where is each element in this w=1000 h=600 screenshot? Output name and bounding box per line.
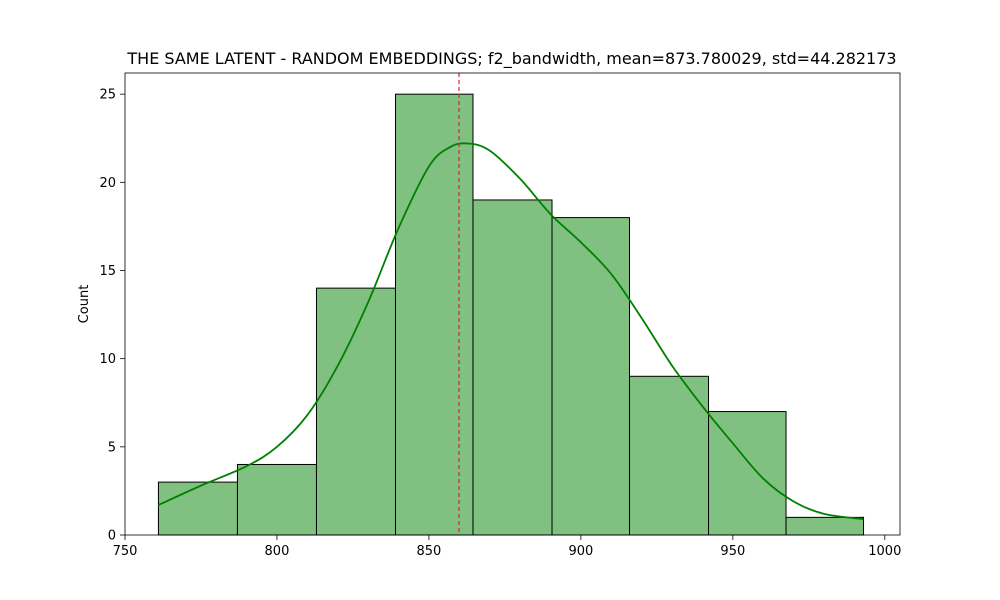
bars-group — [158, 94, 863, 535]
histogram-bar — [158, 482, 237, 535]
histogram-bar — [316, 288, 395, 535]
y-tick-label: 25 — [99, 88, 116, 103]
histogram-bar — [709, 412, 787, 535]
x-tick-label: 1000 — [868, 544, 901, 559]
y-tick-label: 10 — [99, 352, 116, 367]
x-axis: 750 800 850 900 950 1000 — [113, 535, 902, 559]
y-tick-label: 20 — [99, 176, 116, 191]
y-tick-label: 0 — [108, 529, 116, 544]
y-axis-title: Count — [77, 285, 92, 324]
x-tick-label: 900 — [568, 544, 593, 559]
x-tick-label: 950 — [720, 544, 745, 559]
x-tick-label: 750 — [113, 544, 138, 559]
histogram-bar — [473, 200, 552, 535]
histogram-bar — [552, 218, 630, 535]
y-tick-label: 5 — [108, 440, 116, 455]
y-tick-label: 15 — [99, 264, 116, 279]
histogram-bar — [237, 464, 316, 535]
histogram-bar — [786, 517, 864, 535]
x-tick-label: 800 — [265, 544, 290, 559]
y-axis: 0 5 10 15 20 25 — [99, 88, 125, 544]
x-tick-label: 850 — [417, 544, 442, 559]
chart-title: THE SAME LATENT - RANDOM EMBEDDINGS; f2_… — [126, 49, 896, 69]
